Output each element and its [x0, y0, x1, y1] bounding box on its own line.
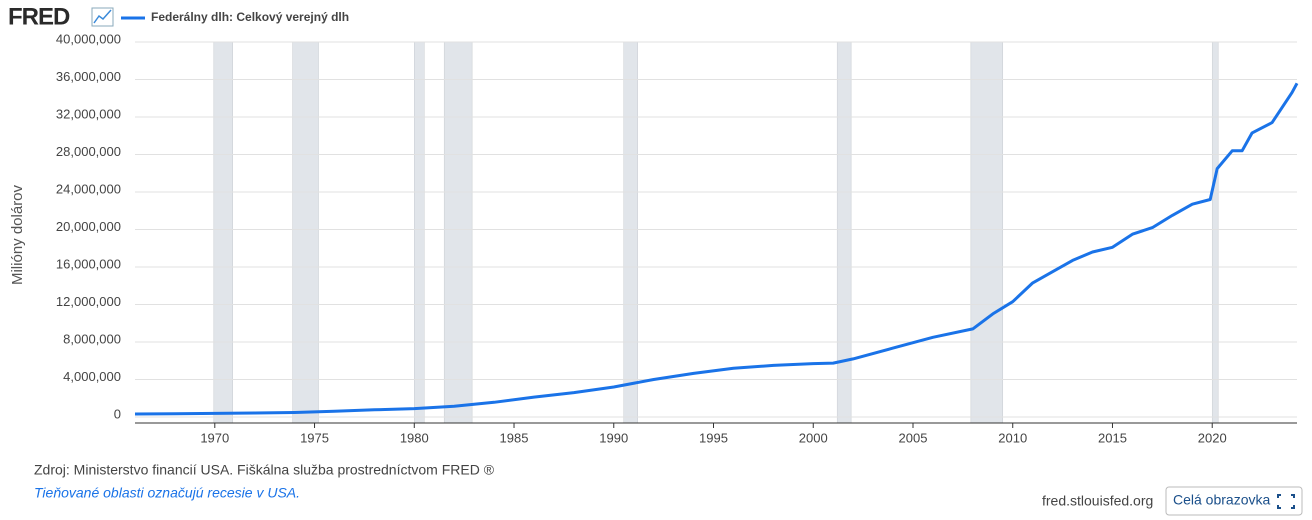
recession-band — [213, 41, 233, 424]
button-label[interactable]: Celá obrazovka — [1173, 492, 1270, 508]
recession-band — [443, 41, 473, 424]
site: fred.stlouisfed.org — [1042, 493, 1153, 509]
x-tick-label: 1995 — [699, 430, 728, 445]
y-tick-label: 24,000,000 — [56, 181, 121, 196]
note: Tieňované oblasti označujú recesie v USA… — [34, 485, 300, 501]
recession-band — [414, 41, 425, 424]
line — [134, 82, 1299, 416]
y-tick-label: 0 — [114, 406, 121, 421]
y-tick-label: 40,000,000 — [56, 31, 121, 46]
logo-icon — [91, 7, 114, 27]
y-tick-label: 12,000,000 — [56, 294, 121, 309]
y-tick-label: 28,000,000 — [56, 144, 121, 159]
x-tick-label: 2015 — [1098, 430, 1127, 445]
x-tick-label: 1975 — [300, 430, 329, 445]
x-tick-label: 1985 — [500, 430, 529, 445]
y-tick-label: 4,000,000 — [63, 369, 121, 384]
button-frame[interactable] — [1165, 486, 1303, 516]
y-tick-label: 20,000,000 — [56, 219, 121, 234]
button-icon[interactable] — [1277, 494, 1295, 509]
x-tick-label: 2005 — [899, 430, 928, 445]
x-tick-label: 1980 — [400, 430, 429, 445]
plot-area — [135, 42, 1297, 423]
x-tick-label: 2020 — [1198, 430, 1227, 445]
plot — [134, 41, 1299, 424]
x-tick-label: 1990 — [599, 430, 628, 445]
recession-band — [1211, 41, 1219, 424]
legend-label: Federálny dlh: Celkový verejný dlh — [151, 10, 349, 24]
y-tick-label: 36,000,000 — [56, 69, 121, 84]
x-tick-label: 2000 — [799, 430, 828, 445]
recession-band — [970, 41, 1004, 424]
fullscreen-button[interactable]: Celá obrazovka — [1165, 486, 1303, 516]
y-tick-label: 8,000,000 — [63, 331, 121, 346]
x-tick-label: 2010 — [998, 430, 1027, 445]
x-tick-label: 1970 — [200, 430, 229, 445]
recession-band — [623, 41, 638, 424]
logo: FRED — [8, 3, 70, 30]
source: Zdroj: Ministerstvo financií USA. Fiškál… — [34, 462, 495, 478]
y-axis-label: Milióny dolárov — [9, 184, 26, 285]
recession-band — [292, 41, 319, 424]
y-tick-label: 32,000,000 — [56, 106, 121, 121]
y-tick-label: 16,000,000 — [56, 256, 121, 271]
recession-band — [836, 41, 852, 424]
